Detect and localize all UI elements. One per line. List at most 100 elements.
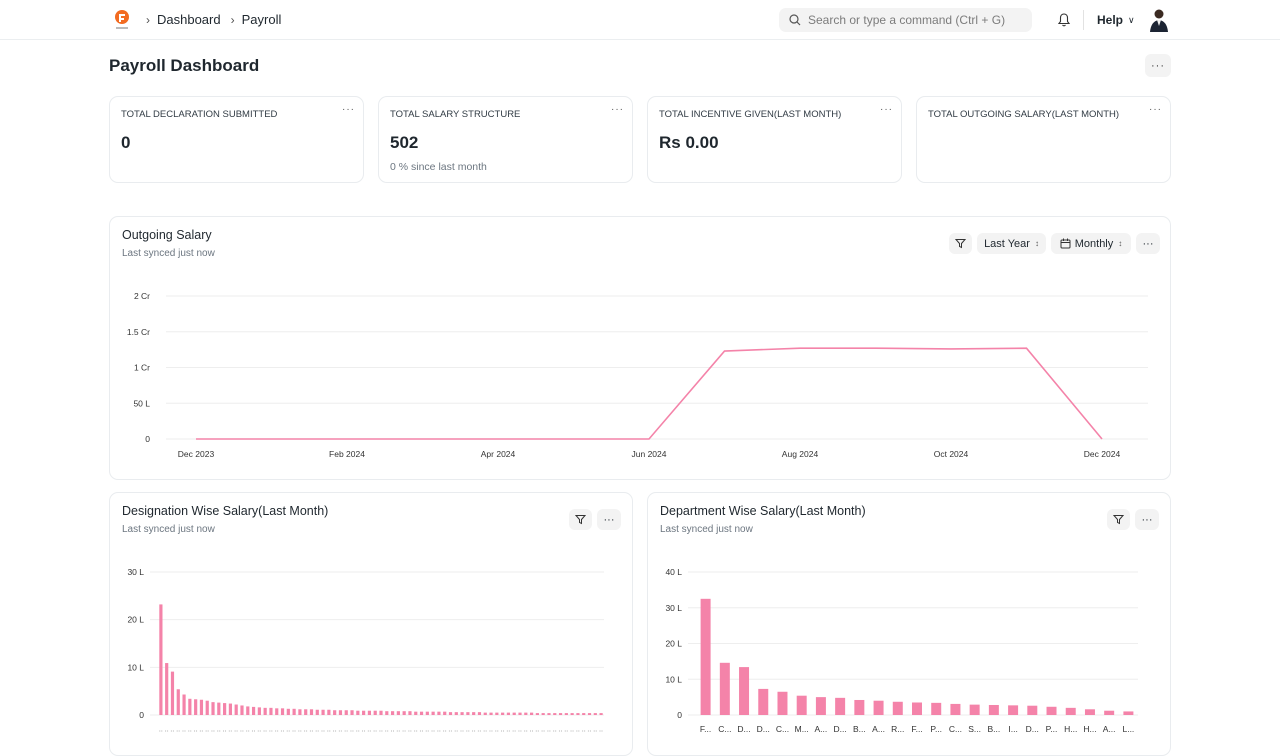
filter-button[interactable] — [1107, 509, 1130, 530]
card-more-button[interactable]: ··· — [342, 104, 355, 115]
y-tick-label: 30 L — [127, 567, 144, 577]
breadcrumb-payroll[interactable]: Payroll — [241, 12, 282, 27]
y-tick-label: 0 — [139, 710, 144, 720]
chart-title: Designation Wise Salary(Last Month) — [122, 504, 329, 518]
updown-icon: ↕ — [1034, 239, 1039, 248]
time-range-label: Last Year — [984, 237, 1030, 250]
bar — [373, 710, 377, 715]
card-subtext: 0 % since last month — [390, 161, 487, 173]
breadcrumb-dashboard[interactable]: Dashboard — [157, 12, 221, 27]
help-menu-button[interactable]: Help ∨ — [1097, 13, 1135, 27]
bar — [431, 711, 435, 715]
search-input[interactable] — [808, 13, 1028, 27]
bar — [777, 691, 788, 715]
page-title: Payroll Dashboard — [109, 56, 260, 75]
time-range-select[interactable]: Last Year ↕ — [977, 233, 1046, 254]
y-tick-label: 1.5 Cr — [127, 327, 150, 337]
bar — [599, 713, 603, 715]
bar — [1027, 705, 1038, 715]
interval-select[interactable]: Monthly ↕ — [1051, 233, 1131, 254]
bar — [892, 701, 903, 715]
bar — [1123, 711, 1134, 715]
y-tick-label: 50 L — [133, 398, 150, 408]
bar — [182, 694, 186, 715]
y-tick-label: 0 — [677, 710, 682, 720]
bar — [414, 711, 418, 715]
y-tick-label: 1 Cr — [134, 363, 150, 373]
bar — [240, 705, 244, 715]
number-card-declaration: TOTAL DECLARATION SUBMITTED ··· 0 — [109, 96, 364, 183]
app-logo-icon[interactable] — [111, 9, 133, 31]
department-salary-chart: 0 10 L 20 L 30 L 40 L F... C... D... D... C... M..… — [665, 567, 1138, 734]
x-tick-label: H... — [1083, 724, 1096, 734]
bar — [425, 711, 429, 715]
y-tick-label: 20 L — [665, 639, 682, 649]
bar — [553, 713, 557, 715]
bar — [170, 671, 175, 715]
bell-icon[interactable] — [1056, 12, 1072, 28]
card-label: TOTAL DECLARATION SUBMITTED — [121, 109, 278, 120]
card-more-button[interactable]: ··· — [880, 104, 893, 115]
x-tick-label: D... — [834, 724, 847, 734]
x-tick-label: B... — [853, 724, 866, 734]
number-card-outgoing-salary: TOTAL OUTGOING SALARY(LAST MONTH) ··· — [916, 96, 1171, 183]
bar — [176, 689, 180, 715]
bar — [466, 712, 470, 715]
bar — [269, 707, 273, 715]
filter-button[interactable] — [569, 509, 592, 530]
bar — [263, 707, 267, 715]
nav-divider — [1083, 10, 1084, 30]
chart-title: Outgoing Salary — [122, 228, 212, 242]
bar — [477, 712, 482, 715]
interval-label: Monthly — [1074, 237, 1114, 250]
avatar[interactable] — [1148, 8, 1170, 32]
bar — [280, 708, 285, 715]
x-tick-label: A... — [1103, 724, 1116, 734]
x-tick-label: C... — [718, 724, 731, 734]
chart-synced-text: Last synced just now — [122, 248, 215, 259]
y-tick-label: 0 — [145, 434, 150, 444]
bar — [379, 710, 383, 715]
x-tick-label: Apr 2024 — [481, 449, 516, 459]
bar — [495, 712, 499, 715]
number-card-salary-structure: TOTAL SALARY STRUCTURE ··· 502 0 % since… — [378, 96, 633, 183]
chart-more-button[interactable]: ··· — [1135, 509, 1159, 530]
bar — [362, 710, 366, 715]
bar — [402, 711, 406, 715]
bar — [739, 667, 750, 715]
bar — [251, 706, 256, 715]
search-bar[interactable] — [779, 8, 1032, 32]
card-more-button[interactable]: ··· — [1149, 104, 1162, 115]
bar — [593, 713, 597, 715]
y-tick-label: 30 L — [665, 603, 682, 613]
calendar-icon — [1060, 238, 1071, 249]
bar — [246, 706, 250, 715]
bar — [969, 704, 980, 715]
x-tick-label: F... — [700, 724, 711, 734]
bar — [535, 713, 539, 715]
x-tick-label: D... — [737, 724, 750, 734]
chart-more-button[interactable]: ··· — [597, 509, 621, 530]
bar — [419, 711, 424, 715]
bar — [815, 697, 826, 715]
x-tick-label: H... — [1064, 724, 1077, 734]
outgoing-salary-card: Outgoing Salary Last synced just now Las… — [109, 216, 1171, 480]
card-more-button[interactable]: ··· — [611, 104, 624, 115]
page-more-button[interactable]: ··· — [1145, 54, 1171, 77]
filter-button[interactable] — [949, 233, 972, 254]
bar — [188, 698, 192, 715]
x-tick-label: A... — [872, 724, 885, 734]
bar — [912, 702, 922, 715]
updown-icon: ↕ — [1118, 239, 1123, 248]
chevron-right-icon: › — [230, 12, 235, 27]
chevron-right-icon: › — [146, 12, 150, 27]
bar — [1046, 706, 1057, 715]
bar — [304, 709, 308, 715]
bar — [344, 710, 348, 715]
bar — [501, 712, 505, 715]
help-label: Help — [1097, 13, 1124, 27]
chart-more-button[interactable]: ··· — [1136, 233, 1160, 254]
bar — [558, 713, 563, 715]
bar — [275, 708, 279, 715]
bar — [460, 712, 464, 715]
